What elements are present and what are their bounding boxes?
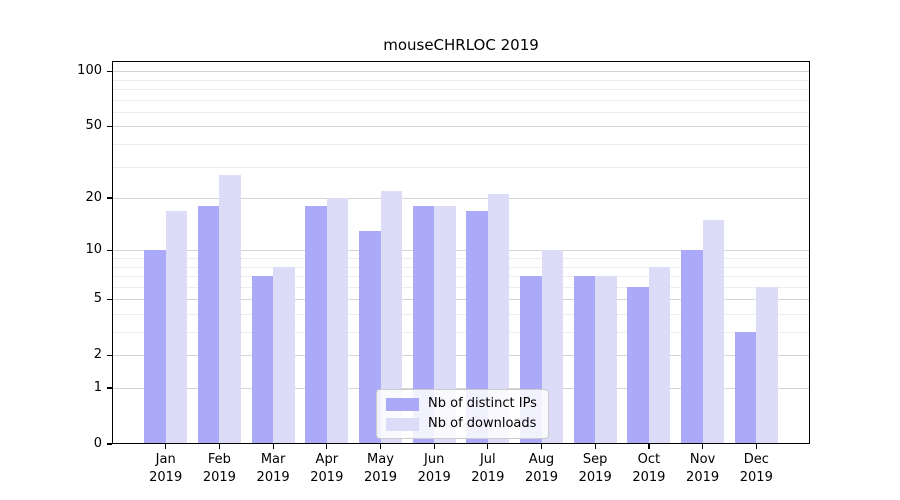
- x-tick-mark: [540, 444, 543, 449]
- bar-ips-nov: [681, 250, 703, 444]
- y-tick-mark: [107, 387, 112, 389]
- y-tick-label: 50: [85, 118, 102, 134]
- x-tick-label-sep: Sep 2019: [578, 452, 612, 485]
- x-tick-mark: [702, 444, 704, 449]
- x-tick-mark: [487, 444, 489, 449]
- legend-swatch-downloads: [386, 417, 419, 431]
- bar-ips-mar: [251, 276, 274, 444]
- major-gridline: [112, 250, 810, 252]
- x-tick-mark: [594, 444, 596, 449]
- minor-gridline: [112, 286, 810, 288]
- minor-gridline: [112, 314, 810, 315]
- x-tick-label-dec: Dec 2019: [739, 452, 773, 485]
- x-tick-label-may: May 2019: [363, 452, 398, 485]
- bar-ips-oct: [627, 286, 649, 444]
- plot-area: [112, 61, 810, 444]
- y-tick-label: 20: [85, 190, 102, 205]
- bar-ips-sep: [573, 276, 596, 444]
- bar-downloads-nov: [702, 220, 725, 444]
- y-tick-mark: [107, 354, 112, 356]
- bar-downloads-sep: [595, 276, 617, 444]
- bar-ips-apr: [305, 206, 327, 444]
- x-tick-mark: [433, 444, 435, 449]
- major-gridline: [112, 126, 810, 128]
- bar-downloads-jan: [165, 210, 188, 444]
- bar-downloads-mar: [273, 266, 295, 444]
- x-tick-label-apr: Apr 2019: [310, 452, 344, 485]
- minor-gridline: [112, 258, 810, 259]
- bar-ips-dec: [734, 332, 757, 444]
- x-tick-mark: [755, 444, 757, 449]
- minor-gridline: [112, 99, 810, 101]
- y-tick-mark: [107, 70, 112, 72]
- legend-item-downloads: Nb of downloads: [386, 416, 537, 432]
- minor-gridline: [112, 166, 810, 168]
- x-tick-label-mar: Mar 2019: [256, 452, 290, 485]
- major-gridline: [112, 388, 810, 389]
- legend-label-downloads: Nb of downloads: [428, 416, 537, 431]
- x-tick-label-jul: Jul 2019: [471, 452, 505, 485]
- minor-gridline: [112, 88, 810, 90]
- bar-downloads-dec: [756, 286, 778, 444]
- legend-swatch-distinct-ips: [386, 397, 419, 411]
- bar-ips-jun: [412, 206, 435, 444]
- minor-gridline: [112, 332, 810, 333]
- chart-title: mouseCHRLOC 2019: [383, 36, 539, 54]
- y-tick-mark: [107, 125, 112, 127]
- x-tick-label-aug: Aug 2019: [524, 452, 559, 485]
- minor-gridline: [112, 111, 810, 113]
- x-tick-label-oct: Oct 2019: [632, 452, 666, 485]
- x-tick-label-feb: Feb 2019: [202, 452, 236, 485]
- y-tick-label: 5: [93, 291, 102, 307]
- legend: Nb of distinct IPs Nb of downloads: [376, 389, 549, 439]
- major-gridline: [112, 71, 810, 73]
- y-tick-label: 2: [93, 347, 102, 363]
- major-gridline: [112, 198, 810, 199]
- bar-ips-jul: [466, 210, 488, 444]
- y-tick-label: 10: [85, 242, 102, 258]
- minor-gridline: [112, 79, 810, 81]
- y-tick-mark: [107, 443, 112, 445]
- bar-downloads-oct: [648, 266, 671, 444]
- minor-gridline: [112, 143, 810, 145]
- x-tick-label-jan: Jan 2019: [149, 452, 183, 485]
- x-tick-mark: [272, 444, 274, 449]
- x-tick-mark: [218, 444, 221, 449]
- y-tick-mark: [107, 197, 112, 199]
- bar-downloads-apr: [326, 198, 349, 444]
- y-tick-mark: [107, 298, 112, 300]
- bar-downloads-feb: [219, 174, 241, 444]
- minor-gridline: [112, 276, 810, 277]
- bar-downloads-jun: [434, 206, 456, 444]
- legend-item-distinct-ips: Nb of distinct IPs: [386, 396, 537, 412]
- major-gridline: [112, 299, 810, 301]
- bar-ips-jan: [144, 250, 166, 444]
- y-tick-mark: [107, 249, 112, 251]
- x-tick-label-nov: Nov 2019: [686, 452, 720, 485]
- y-tick-label: 100: [77, 63, 102, 79]
- bar-downloads-jul: [487, 194, 510, 444]
- x-tick-mark: [326, 444, 328, 449]
- major-gridline: [112, 355, 810, 357]
- x-tick-mark: [648, 444, 650, 449]
- bar-ips-may: [359, 230, 381, 444]
- y-tick-label: 0: [93, 436, 102, 451]
- x-tick-mark: [165, 444, 167, 449]
- y-tick-label: 1: [93, 380, 102, 395]
- bar-ips-feb: [197, 206, 220, 444]
- legend-label-distinct-ips: Nb of distinct IPs: [428, 396, 537, 411]
- x-tick-mark: [379, 444, 382, 449]
- minor-gridline: [112, 266, 810, 268]
- bar-downloads-may: [380, 190, 402, 444]
- x-tick-label-jun: Jun 2019: [417, 452, 451, 485]
